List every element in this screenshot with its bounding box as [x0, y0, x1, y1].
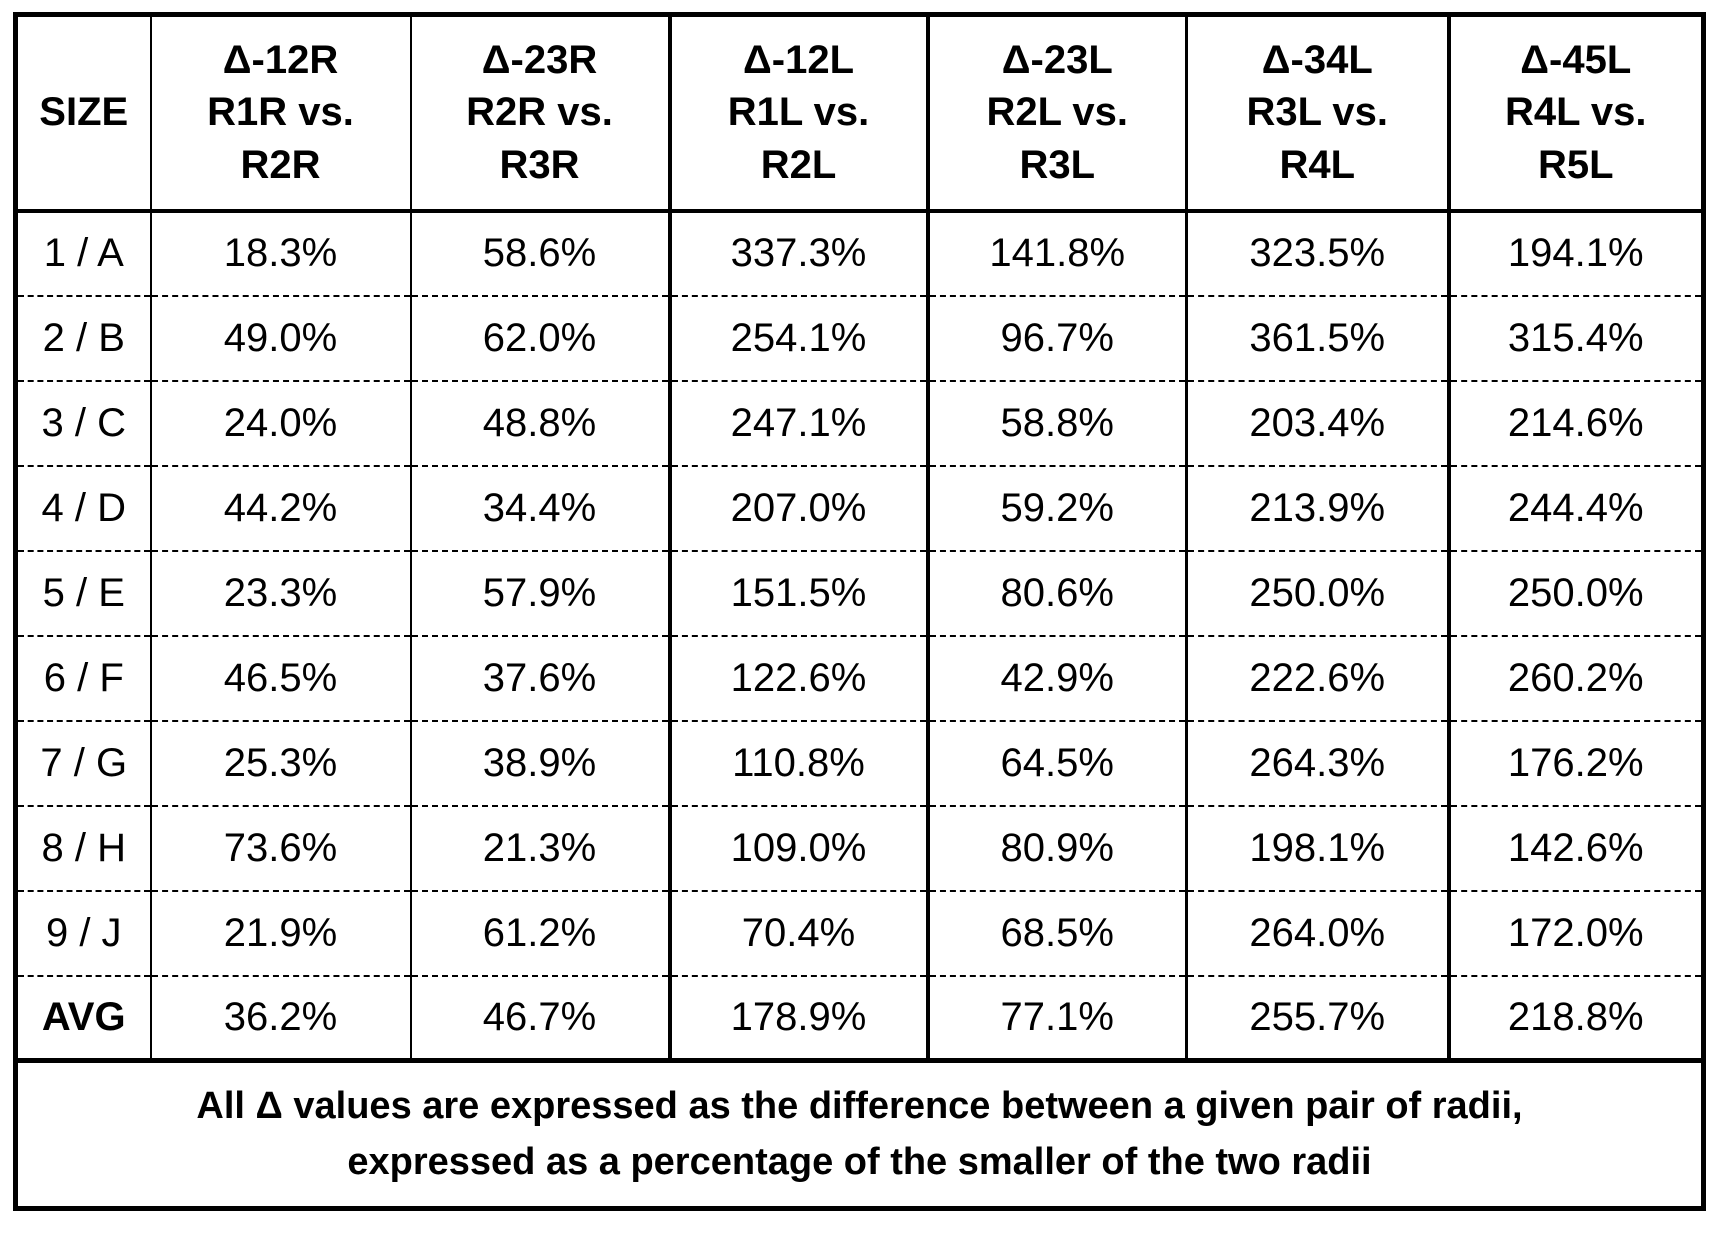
table-cell: 315.4%	[1446, 294, 1704, 381]
column-header-size: SIZE	[15, 14, 151, 213]
table-cell: 44.2%	[149, 464, 411, 551]
table-cell: 203.4%	[1185, 379, 1449, 466]
column-header-delta-12r: Δ-12R R1R vs. R2R	[149, 14, 411, 213]
table-cell: 57.9%	[409, 549, 670, 636]
table-cell: 122.6%	[667, 634, 928, 721]
table-cell: 23.3%	[149, 549, 411, 636]
table-cell: 250.0%	[1446, 549, 1704, 636]
table-row: AVG 36.2% 46.7% 178.9% 77.1% 255.7% 218.8%	[15, 974, 1704, 1061]
table-cell: 207.0%	[667, 464, 928, 551]
table-footer: All Δ values are expressed as the differ…	[15, 1058, 1704, 1209]
footnote-row: All Δ values are expressed as the differ…	[15, 1058, 1704, 1209]
table-cell: 58.8%	[925, 379, 1187, 466]
table-cell: 46.5%	[149, 634, 411, 721]
table-cell: 73.6%	[149, 804, 411, 891]
radii-delta-table: SIZE Δ-12R R1R vs. R2R Δ-23R R2R vs. R3R…	[13, 12, 1706, 1211]
table-cell: 222.6%	[1185, 634, 1449, 721]
table-cell: 36.2%	[149, 974, 411, 1061]
column-header-delta-45l: Δ-45L R4L vs. R5L	[1446, 14, 1704, 213]
table-cell: 109.0%	[667, 804, 928, 891]
table-cell: 49.0%	[149, 294, 411, 381]
row-label: 6 / F	[15, 634, 151, 721]
table-cell: 24.0%	[149, 379, 411, 466]
table-cell: 38.9%	[409, 719, 670, 806]
table-cell: 62.0%	[409, 294, 670, 381]
row-label: 5 / E	[15, 549, 151, 636]
row-label: 3 / C	[15, 379, 151, 466]
table-row: 9 / J 21.9% 61.2% 70.4% 68.5% 264.0% 172.0%	[15, 889, 1704, 976]
table-cell: 214.6%	[1446, 379, 1704, 466]
table-cell: 96.7%	[925, 294, 1187, 381]
table-cell: 172.0%	[1446, 889, 1704, 976]
table-cell: 70.4%	[667, 889, 928, 976]
table-cell: 255.7%	[1185, 974, 1449, 1061]
table-cell: 18.3%	[149, 210, 411, 296]
table-cell: 48.8%	[409, 379, 670, 466]
table-row: 8 / H 73.6% 21.3% 109.0% 80.9% 198.1% 142.6%	[15, 804, 1704, 891]
table-cell: 194.1%	[1446, 210, 1704, 296]
table-cell: 34.4%	[409, 464, 670, 551]
table-row: 6 / F 46.5% 37.6% 122.6% 42.9% 222.6% 260.2%	[15, 634, 1704, 721]
table-row: 5 / E 23.3% 57.9% 151.5% 80.6% 250.0% 250.0%	[15, 549, 1704, 636]
column-header-delta-23r: Δ-23R R2R vs. R3R	[409, 14, 670, 213]
table-row: 7 / G 25.3% 38.9% 110.8% 64.5% 264.3% 176.2%	[15, 719, 1704, 806]
table-cell: 64.5%	[925, 719, 1187, 806]
table-cell: 361.5%	[1185, 294, 1449, 381]
table-cell: 68.5%	[925, 889, 1187, 976]
table-cell: 254.1%	[667, 294, 928, 381]
row-label: 1 / A	[43, 231, 124, 275]
table-cell: 61.2%	[409, 889, 670, 976]
table-cell: 337.3%	[667, 210, 928, 296]
table-cell: 244.4%	[1446, 464, 1704, 551]
table-cell: 80.6%	[925, 549, 1187, 636]
table-cell: 264.3%	[1185, 719, 1449, 806]
row-label: 2 / B	[15, 294, 151, 381]
table-cell: 58.6%	[409, 210, 670, 296]
table-cell: 213.9%	[1185, 464, 1449, 551]
column-header-delta-34l: Δ-34L R3L vs. R4L	[1185, 14, 1449, 213]
column-header-delta-23l: Δ-23L R2L vs. R3L	[925, 14, 1187, 213]
row-label: 7 / G	[15, 719, 151, 806]
table-cell: 141.8%	[925, 210, 1187, 296]
row-label: 4 / D	[15, 464, 151, 551]
table-cell: 21.3%	[409, 804, 670, 891]
table-cell: 59.2%	[925, 464, 1187, 551]
table-cell: 176.2%	[1446, 719, 1704, 806]
table-cell: 250.0%	[1185, 549, 1449, 636]
table-cell: 142.6%	[1446, 804, 1704, 891]
table-cell: 323.5%	[1185, 210, 1449, 296]
table-row: 4 / D 44.2% 34.4% 207.0% 59.2% 213.9% 244.4%	[15, 464, 1704, 551]
table-cell: 42.9%	[925, 634, 1187, 721]
table-cell: 151.5%	[667, 549, 928, 636]
table-cell: 218.8%	[1446, 974, 1704, 1061]
table-footnote: All Δ values are expressed as the differ…	[15, 1058, 1704, 1209]
table-cell: 178.9%	[667, 974, 928, 1061]
table-cell: 21.9%	[149, 889, 411, 976]
row-label: AVG	[15, 974, 151, 1061]
table-cell: 198.1%	[1185, 804, 1449, 891]
table-header: SIZE Δ-12R R1R vs. R2R Δ-23R R2R vs. R3R…	[15, 14, 1704, 213]
table-cell: 25.3%	[149, 719, 411, 806]
table-cell: 80.9%	[925, 804, 1187, 891]
table-cell: 37.6%	[409, 634, 670, 721]
table-row: 1 / A 18.3% 58.6% 337.3% 141.8% 323.5% 194.1%	[16, 210, 1704, 296]
table-cell: 247.1%	[667, 379, 928, 466]
row-label: 8 / H	[15, 804, 151, 891]
table-cell: 260.2%	[1446, 634, 1704, 721]
table-cell: 77.1%	[925, 974, 1187, 1061]
table-body: 1 / A 18.3% 58.6% 337.3% 141.8% 323.5% 194.1% 2…	[15, 210, 1704, 1061]
column-header-delta-12l: Δ-12L R1L vs. R2L	[667, 14, 928, 213]
table-cell: 46.7%	[409, 974, 670, 1061]
table-cell: 110.8%	[667, 719, 928, 806]
table-row: 3 / C 24.0% 48.8% 247.1% 58.8% 203.4% 214.6%	[15, 379, 1704, 466]
table-cell: 264.0%	[1185, 889, 1449, 976]
table-row: 2 / B 49.0% 62.0% 254.1% 96.7% 361.5% 315.4%	[15, 294, 1704, 381]
header-row: SIZE Δ-12R R1R vs. R2R Δ-23R R2R vs. R3R…	[15, 14, 1704, 213]
row-label: 9 / J	[15, 889, 151, 976]
